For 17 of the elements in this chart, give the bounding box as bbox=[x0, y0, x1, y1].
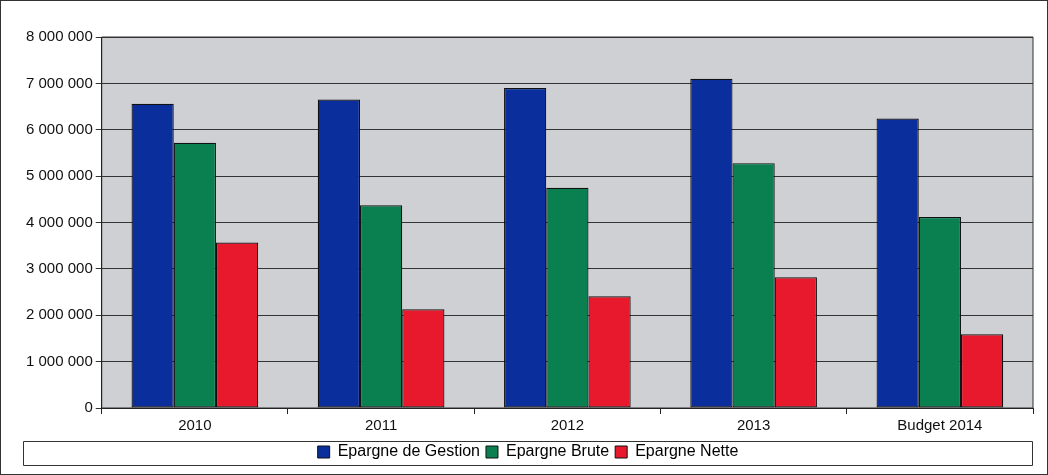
y-tick-label: 5 000 000 bbox=[26, 166, 93, 184]
y-tick-label: 4 000 000 bbox=[26, 212, 93, 230]
y-tick-label: 8 000 000 bbox=[26, 27, 93, 45]
x-tick-label: 2013 bbox=[736, 416, 771, 434]
y-tick-label: 1 000 000 bbox=[26, 351, 93, 369]
y-tick-label: 7 000 000 bbox=[26, 73, 93, 91]
x-tick-label: 2010 bbox=[178, 416, 212, 434]
legend-label: Epargne de Gestion bbox=[337, 442, 480, 460]
y-tick-label: 6 000 000 bbox=[26, 119, 93, 137]
x-tick-label: Budget 2014 bbox=[897, 416, 983, 434]
y-tick-label: 2 000 000 bbox=[26, 305, 93, 323]
legend-label: Epargne Nette bbox=[635, 442, 739, 460]
y-tick-label: 3 000 000 bbox=[26, 259, 93, 277]
legend-label: Epargne Brute bbox=[505, 442, 610, 460]
x-tick-label: 2011 bbox=[364, 416, 398, 434]
y-tick-label: 0 bbox=[84, 398, 93, 416]
x-tick-label: 2012 bbox=[550, 416, 585, 434]
